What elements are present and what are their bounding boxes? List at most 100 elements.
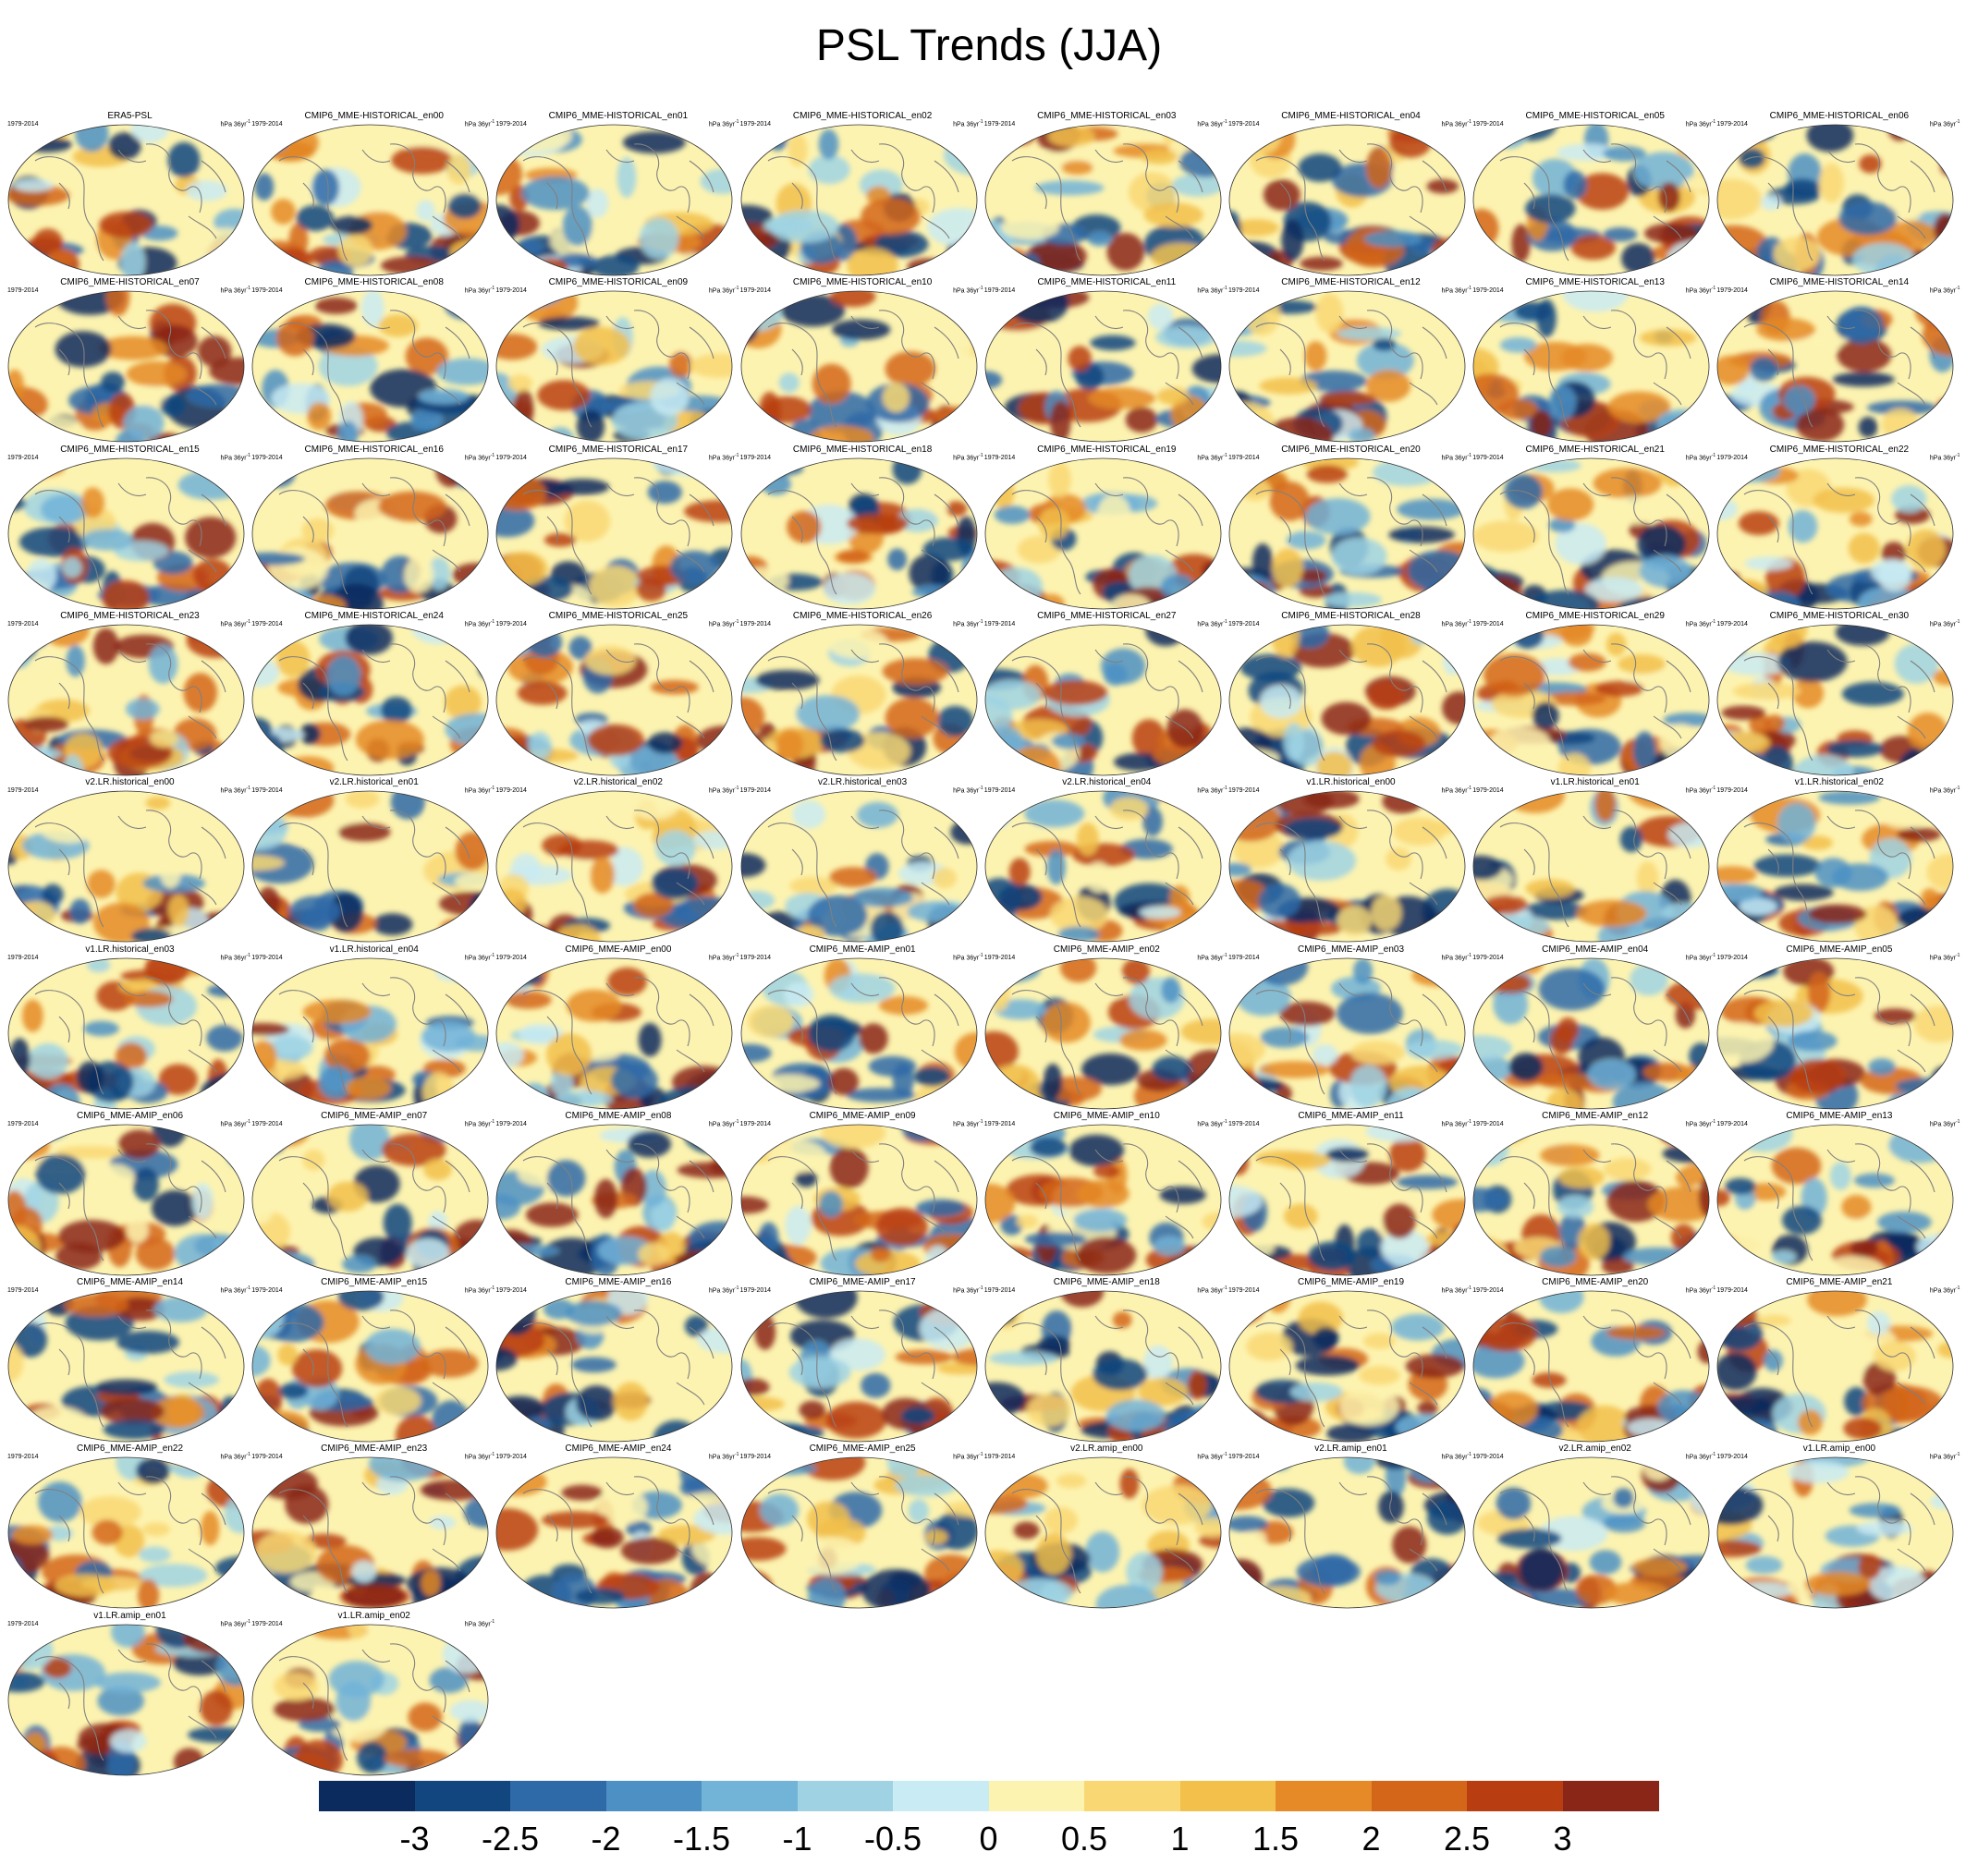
trend-anomaly	[1473, 1187, 1509, 1212]
panel-title: CMIP6_MME-HISTORICAL_en14	[1769, 277, 1910, 288]
trend-anomaly	[8, 1128, 23, 1143]
units-text: hPa 36yr	[953, 787, 980, 795]
trend-anomaly	[345, 1076, 391, 1100]
units-label: hPa 36yr-1	[709, 952, 739, 962]
units-exponent: -1	[1711, 786, 1716, 792]
units-exponent: -1	[1955, 786, 1960, 792]
trend-anomaly	[455, 832, 489, 871]
trend-anomaly	[651, 679, 700, 695]
trend-anomaly	[62, 556, 82, 579]
map-border	[984, 124, 1222, 276]
trend-anomaly	[1744, 555, 1793, 570]
units-exponent: -1	[979, 1452, 983, 1458]
map-border	[1228, 1124, 1466, 1276]
units-text: hPa 36yr	[1441, 1121, 1468, 1128]
world-map	[495, 624, 733, 776]
panel-title: CMIP6_MME-HISTORICAL_en12	[1281, 277, 1421, 288]
trend-anomaly	[936, 705, 973, 737]
units-text: hPa 36yr	[708, 121, 735, 128]
trend-anomaly	[1473, 1055, 1513, 1081]
trend-anomaly	[256, 457, 297, 470]
trend-anomaly	[1636, 861, 1659, 896]
world-map	[740, 1456, 977, 1609]
trend-anomaly	[1686, 1076, 1710, 1090]
trend-anomaly	[1229, 249, 1268, 275]
trend-anomaly	[1548, 384, 1577, 421]
panel-title: CMIP6_MME-HISTORICAL_en30	[1769, 610, 1910, 621]
trend-anomaly	[1661, 903, 1707, 921]
trend-anomaly	[1135, 377, 1172, 393]
map-border	[1716, 1456, 1954, 1609]
trend-anomaly	[1739, 148, 1766, 169]
units-text: hPa 36yr	[220, 1287, 247, 1295]
world-map	[984, 957, 1222, 1109]
world-map	[1716, 624, 1954, 776]
trend-anomaly	[416, 200, 435, 222]
panel-title: CMIP6_MME-HISTORICAL_en21	[1525, 444, 1665, 455]
trend-anomaly	[1739, 510, 1780, 535]
panel-title: CMIP6_MME-HISTORICAL_en23	[60, 610, 200, 621]
map-panel: CMIP6_MME-AMIP_en22 1979-2014 hPa 36yr-1	[7, 1444, 252, 1609]
units-label: hPa 36yr-1	[1197, 118, 1227, 128]
trend-anomaly	[257, 457, 294, 468]
trend-anomaly	[1638, 126, 1673, 144]
trend-anomaly	[1837, 338, 1892, 372]
trend-anomaly	[1096, 493, 1131, 535]
trend-anomaly	[8, 1630, 54, 1670]
trend-anomaly	[1281, 219, 1304, 262]
trend-anomaly	[1879, 800, 1932, 830]
units-exponent: -1	[490, 1452, 495, 1458]
trend-anomaly	[1519, 1548, 1564, 1591]
period-label: 1979-2014	[251, 1120, 283, 1127]
trend-anomaly	[999, 434, 1032, 443]
map-panel: CMIP6_MME-HISTORICAL_en28 1979-2014 hPa 36…	[1228, 611, 1473, 776]
trend-anomaly	[794, 1169, 817, 1188]
units-label: hPa 36yr-1	[1686, 1285, 1715, 1295]
trend-anomaly	[1087, 231, 1112, 247]
trend-anomaly	[758, 392, 781, 433]
colorbar-swatch	[702, 1781, 798, 1811]
trend-anomaly	[1106, 233, 1144, 271]
trend-anomaly	[1016, 1214, 1038, 1229]
map-panel: CMIP6_MME-HISTORICAL_en17 1979-2014 hPa 36…	[495, 445, 740, 609]
map-border	[495, 957, 733, 1109]
panel-title: CMIP6_MME-AMIP_en05	[1786, 944, 1893, 955]
trend-anomaly	[784, 1205, 811, 1245]
trend-anomaly	[1262, 1488, 1315, 1518]
trend-anomaly	[1389, 1136, 1426, 1172]
trend-anomaly	[193, 558, 233, 591]
panel-title: CMIP6_MME-AMIP_en14	[76, 1277, 184, 1288]
trend-anomaly	[101, 372, 126, 393]
units-text: hPa 36yr	[220, 1621, 247, 1628]
units-label: hPa 36yr-1	[709, 118, 739, 128]
trend-anomaly	[607, 967, 648, 996]
trend-anomaly	[1296, 1556, 1361, 1588]
trend-anomaly	[1717, 1540, 1763, 1558]
trend-anomaly	[274, 1672, 319, 1700]
map-panel: v1.LR.historical_en01 1979-2014 hPa 36yr-1	[1472, 777, 1717, 943]
period-label: 1979-2014	[7, 787, 39, 795]
trend-anomaly	[886, 547, 907, 570]
coastline	[278, 310, 470, 428]
trend-anomaly	[754, 669, 820, 690]
trend-anomaly	[164, 1371, 220, 1388]
trend-anomaly	[954, 575, 977, 603]
trend-anomaly	[507, 374, 533, 393]
trend-anomaly	[421, 1020, 476, 1052]
trend-anomaly	[1473, 1034, 1513, 1061]
trend-anomaly	[788, 1357, 851, 1388]
trend-anomaly	[1432, 1199, 1465, 1231]
trend-anomaly	[1473, 246, 1498, 275]
colorbar-swatch	[1179, 1781, 1276, 1811]
trend-anomaly	[64, 1293, 129, 1317]
trend-anomaly	[1076, 1179, 1129, 1208]
units-text: hPa 36yr	[708, 454, 735, 461]
trend-anomaly	[8, 1190, 28, 1231]
world-map	[251, 624, 489, 776]
coastline	[1744, 1310, 1935, 1428]
map-panel: CMIP6_MME-AMIP_en15 1979-2014 hPa 36yr-1	[251, 1277, 496, 1443]
trend-anomaly	[462, 1584, 489, 1603]
trend-anomaly	[623, 131, 687, 154]
trend-anomaly	[1397, 1175, 1458, 1189]
trend-anomaly	[751, 585, 781, 607]
